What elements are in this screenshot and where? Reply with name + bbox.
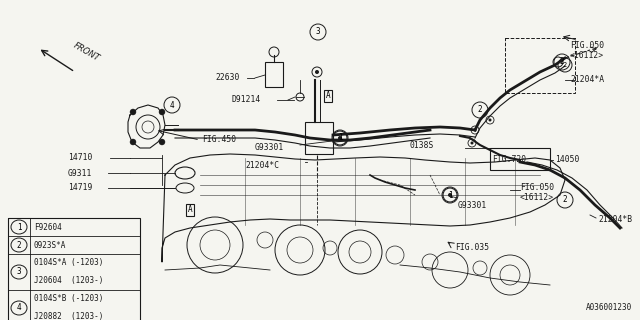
Text: J20882  (1203-): J20882 (1203-) <box>34 313 104 320</box>
Bar <box>305 122 333 154</box>
Text: 1: 1 <box>338 133 342 142</box>
Circle shape <box>130 109 136 115</box>
Text: FIG.720: FIG.720 <box>492 156 526 164</box>
Text: 2: 2 <box>17 241 21 250</box>
Text: 0138S: 0138S <box>410 140 435 149</box>
Text: 14719: 14719 <box>68 183 92 193</box>
Text: FIG.050: FIG.050 <box>570 41 604 50</box>
Text: A: A <box>188 205 192 214</box>
Circle shape <box>159 109 165 115</box>
Text: G93301: G93301 <box>255 143 284 153</box>
Circle shape <box>338 136 342 140</box>
Text: 0923S*A: 0923S*A <box>34 241 67 250</box>
Text: 3: 3 <box>316 28 320 36</box>
Text: 0104S*A (-1203): 0104S*A (-1203) <box>34 259 104 268</box>
Text: 4: 4 <box>17 303 21 313</box>
Circle shape <box>130 139 136 145</box>
Bar <box>490 148 550 170</box>
Text: 3: 3 <box>17 268 21 276</box>
Text: G93301: G93301 <box>458 201 487 210</box>
Bar <box>265 62 283 87</box>
Text: 21204*A: 21204*A <box>570 76 604 84</box>
Text: 14710: 14710 <box>68 154 92 163</box>
Text: 22630: 22630 <box>215 74 239 83</box>
Text: J20604  (1203-): J20604 (1203-) <box>34 276 104 285</box>
Circle shape <box>159 139 165 145</box>
Circle shape <box>470 141 474 145</box>
Text: FRONT: FRONT <box>72 41 101 63</box>
Text: FIG.450: FIG.450 <box>202 135 236 145</box>
Text: D91214: D91214 <box>232 95 261 105</box>
Text: 14050: 14050 <box>555 156 579 164</box>
Text: 4: 4 <box>170 100 174 109</box>
Text: A: A <box>326 92 330 100</box>
Text: <16112>: <16112> <box>520 194 554 203</box>
Text: FIG.050: FIG.050 <box>520 183 554 193</box>
Circle shape <box>488 118 492 122</box>
Bar <box>8 218 140 320</box>
Text: FIG.035: FIG.035 <box>455 244 489 252</box>
Text: 21204*B: 21204*B <box>598 215 632 225</box>
Text: 1: 1 <box>17 222 21 231</box>
Text: 2: 2 <box>563 62 567 68</box>
Text: F92604: F92604 <box>34 222 61 231</box>
Text: 2: 2 <box>477 106 483 115</box>
Circle shape <box>448 193 452 197</box>
Text: 2: 2 <box>563 196 567 204</box>
Text: 2: 2 <box>560 58 564 67</box>
Text: G9311: G9311 <box>68 169 92 178</box>
Text: 0104S*B (-1203): 0104S*B (-1203) <box>34 294 104 303</box>
Text: 21204*C: 21204*C <box>245 161 279 170</box>
Circle shape <box>474 129 477 132</box>
Text: A036001230: A036001230 <box>586 303 632 312</box>
Bar <box>505 38 575 93</box>
Circle shape <box>315 70 319 74</box>
Text: <16112>: <16112> <box>570 52 604 60</box>
Text: 1: 1 <box>448 190 452 199</box>
